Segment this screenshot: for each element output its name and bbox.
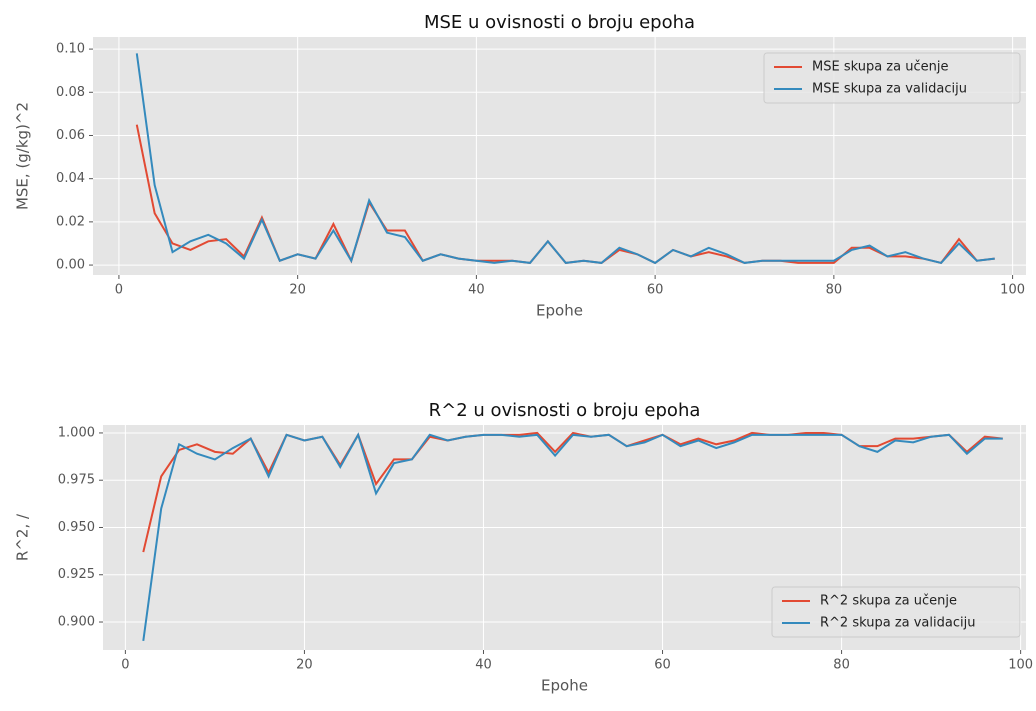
- y-tick-label: 0.06: [56, 128, 85, 143]
- legend-label: R^2 skupa za učenje: [820, 594, 957, 609]
- x-axis-label: Epohe: [541, 677, 588, 695]
- x-axis-label: Epohe: [536, 302, 583, 320]
- y-tick-label: 1.000: [58, 425, 95, 440]
- y-tick-label: 0.900: [58, 615, 95, 630]
- x-tick-label: 40: [475, 658, 492, 673]
- x-tick-label: 20: [289, 283, 306, 298]
- y-tick-label: 0.925: [58, 567, 95, 582]
- x-tick-label: 0: [121, 658, 129, 673]
- x-tick-label: 40: [468, 283, 485, 298]
- x-tick-label: 80: [833, 658, 850, 673]
- y-tick-label: 0.02: [56, 214, 85, 229]
- x-tick-label: 20: [296, 658, 313, 673]
- legend-box: [771, 586, 1021, 638]
- y-tick-label: 0.10: [56, 42, 85, 57]
- legend-box: [763, 52, 1021, 104]
- x-tick-label: 100: [1008, 658, 1033, 673]
- y-tick-label: 0.08: [56, 85, 85, 100]
- legend-label: R^2 skupa za validaciju: [820, 616, 975, 631]
- x-tick-label: 100: [1000, 283, 1025, 298]
- x-tick-label: 0: [115, 283, 123, 298]
- chart-title: MSE u ovisnosti o broju epoha: [424, 12, 695, 33]
- legend-label: MSE skupa za učenje: [812, 60, 948, 75]
- y-axis-label: R^2, /: [14, 513, 32, 561]
- x-tick-label: 60: [647, 283, 664, 298]
- x-tick-label: 80: [826, 283, 843, 298]
- legend: MSE skupa za učenje MSE skupa za validaci…: [763, 52, 1021, 104]
- chart-title: R^2 u ovisnosti o broju epoha: [429, 400, 701, 421]
- y-tick-label: 0.975: [58, 473, 95, 488]
- legend: R^2 skupa za učenje R^2 skupa za validaci…: [771, 586, 1021, 638]
- subplot: 0 20 40 60 80 100 0.00 0.02 0.04 0.06 0.08 0.10 MSE …: [14, 12, 1026, 320]
- y-tick-label: 0.950: [58, 520, 95, 535]
- line-series: [135, 53, 995, 265]
- y-axis-label: MSE, (g/kg)^2: [14, 102, 32, 210]
- y-tick-label: 0.00: [56, 258, 85, 273]
- x-tick-label: 60: [654, 658, 671, 673]
- line-series: [142, 432, 1003, 642]
- y-tick-label: 0.04: [56, 171, 85, 186]
- legend-label: MSE skupa za validaciju: [812, 82, 967, 97]
- subplot: 0 20 40 60 80 100 0.900 0.925 0.950 0.975 1.000 R^2…: [14, 400, 1034, 695]
